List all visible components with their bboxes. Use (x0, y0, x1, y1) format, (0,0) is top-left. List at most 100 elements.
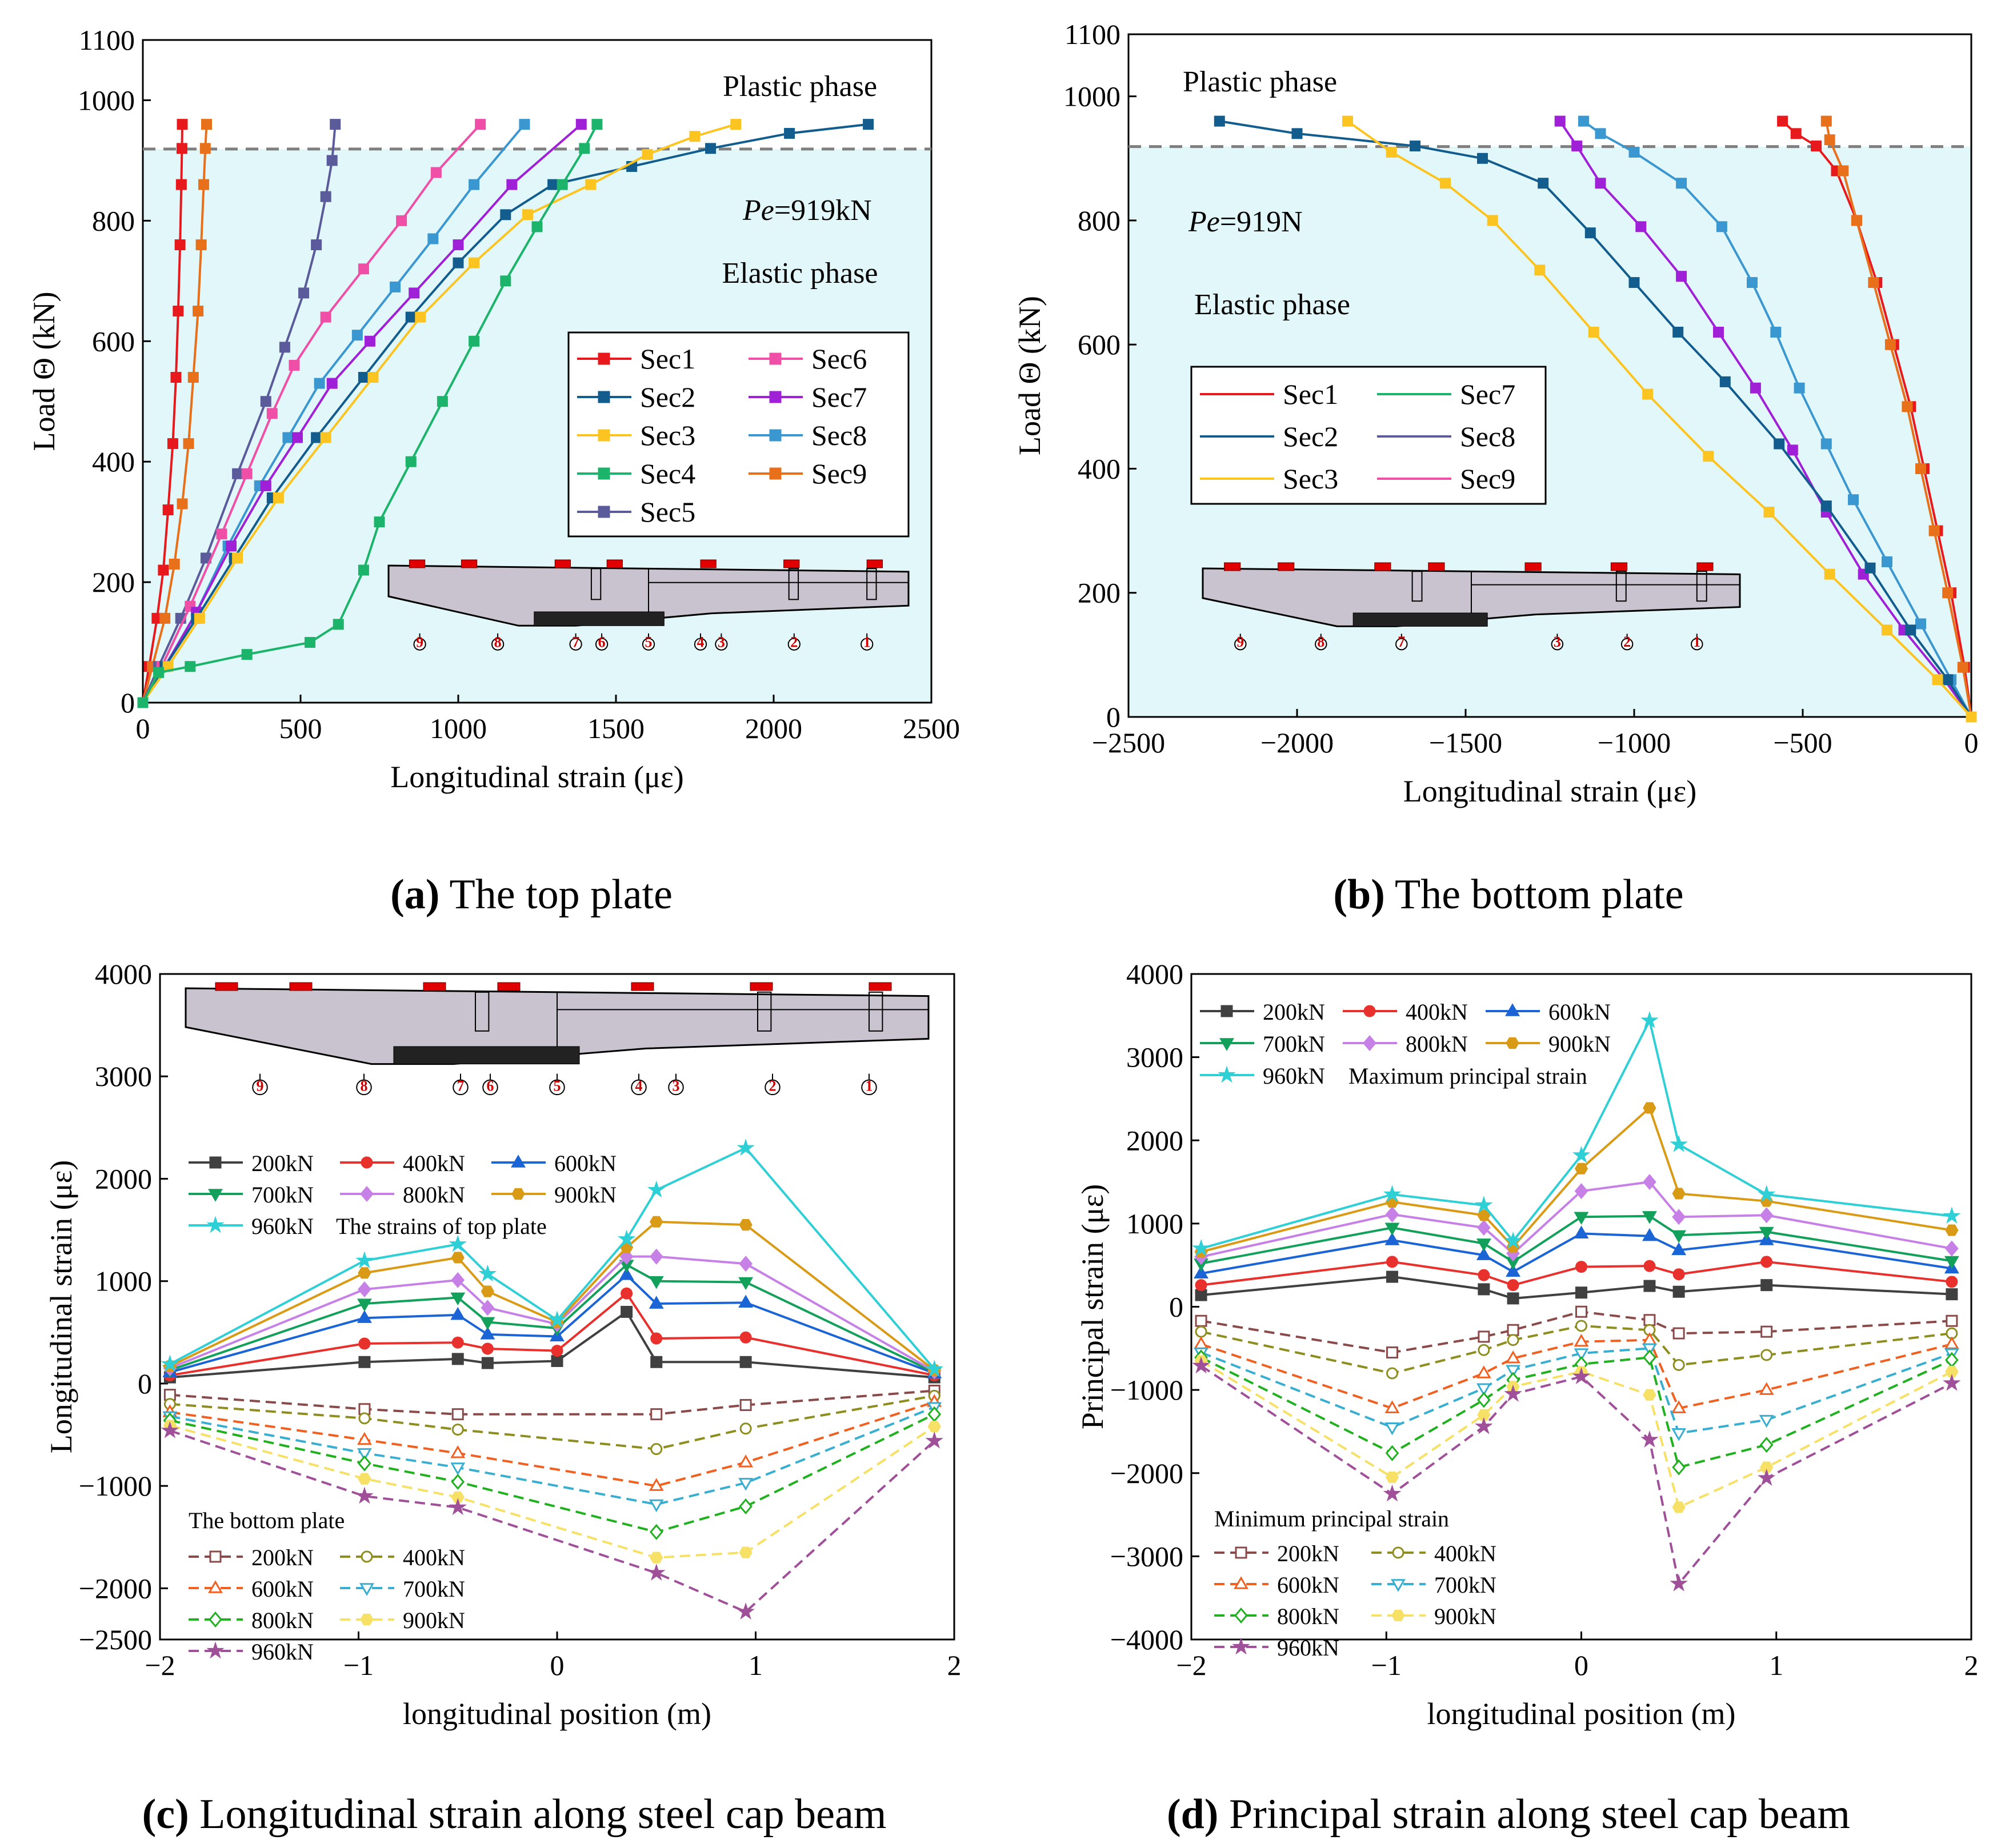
c-top-point-960kN-3 (478, 1264, 497, 1282)
c-top-point-800kN-3 (481, 1300, 495, 1316)
b-point-sec3-10 (1440, 178, 1451, 189)
b-section-label-4: 2 (1623, 634, 1631, 650)
a-legend-label-sec2: Sec2 (640, 381, 695, 413)
d-max-point-400kN-3 (1507, 1279, 1519, 1292)
a-point-sec9-2 (159, 612, 171, 624)
a-point-sec8-8 (390, 281, 401, 292)
b-point-sec3-11 (1386, 146, 1397, 158)
a-section-label-6: 3 (718, 634, 725, 650)
c-top-point-600kN-2 (450, 1307, 466, 1320)
d-max-legend-label-960kN: 960kN (1263, 1063, 1325, 1089)
b-point-sec2-3 (1864, 562, 1876, 574)
c-top-point-700kN-7 (738, 1277, 754, 1290)
d-max-point-600kN-0 (1194, 1265, 1209, 1278)
a-legend-label-sec5: Sec5 (640, 496, 695, 528)
d-min-legend-label-700kN: 700kN (1434, 1572, 1496, 1598)
c-bottom-point-960kN-0 (161, 1421, 179, 1438)
a-y-axis-title: Load Θ (kN) (27, 292, 61, 451)
d-min-point-700kN-2 (1476, 1383, 1491, 1397)
d-min-point-600kN-0 (1194, 1336, 1209, 1349)
panel-b-bottom-plate-chart: −2500 −2000 −1500 −1000 −500 0 0 200 400 600 800 10… (1012, 18, 1979, 808)
b-point-sec1-11 (1790, 128, 1802, 139)
d-max-point-400kN-5 (1643, 1260, 1656, 1272)
d-min-point-960kN-0 (1192, 1356, 1210, 1374)
a-point-sec7-5 (291, 432, 303, 443)
b-ytick-label-3: 600 (1078, 328, 1120, 360)
b-section-circle-2 (1395, 638, 1408, 651)
a-point-sec7-11 (575, 119, 587, 130)
a-section-circle-6 (715, 638, 728, 651)
caption-c: (c) Longitudinal strain along steel cap … (142, 1791, 887, 1838)
d-ytick-label-7: 3000 (1126, 1041, 1183, 1073)
c-top-point-600kN-1 (357, 1310, 372, 1323)
a-section-circle-7 (787, 638, 801, 651)
d-min-point-200kN-8 (1946, 1314, 1958, 1327)
a-point-sec4-13 (557, 179, 568, 190)
c-strain-gauge-3 (497, 982, 521, 991)
d-min-point-400kN-1 (1386, 1367, 1398, 1380)
a-point-sec3-3 (232, 552, 243, 564)
c-section-circle-8 (861, 1079, 877, 1096)
a-point-sec3-13 (730, 119, 742, 130)
d-min-legend-label-960kN: 960kN (1277, 1635, 1339, 1661)
a-plastic-phase-label: Plastic phase (723, 70, 877, 103)
a-section-label-4: 5 (645, 634, 653, 650)
a-point-sec3-12 (689, 131, 701, 142)
a-point-sec9-11 (201, 119, 213, 130)
a-point-sec1-9 (175, 179, 187, 190)
b-legend-label-sec7: Sec7 (1460, 378, 1515, 410)
c-bottom-600kN-line (170, 1401, 935, 1488)
b-section-label-2: 7 (1398, 634, 1405, 650)
b-point-sec2-8 (1628, 277, 1640, 288)
d-max-point-700kN-7 (1759, 1226, 1774, 1240)
a-strain-gauge-0 (409, 559, 426, 568)
c-top-point-960kN-7 (737, 1139, 755, 1156)
d-min-point-900kN-6 (1672, 1501, 1686, 1513)
d-max-legend-marker-960kN (1218, 1065, 1236, 1083)
d-min-point-600kN-7 (1759, 1382, 1774, 1395)
b-legend-label-sec1: Sec1 (1283, 378, 1338, 410)
a-point-sec2-10 (547, 179, 559, 190)
d-min-point-900kN-7 (1760, 1461, 1774, 1473)
a-strain-gauge-3 (606, 559, 623, 568)
c-bottom-point-900kN-5 (927, 1421, 941, 1433)
c-top-legend-marker-960kN (206, 1216, 225, 1233)
d-min-legend-label-600kN: 600kN (1277, 1572, 1339, 1598)
a-series-sec4-line (142, 123, 598, 703)
d-min-legend-marker-960kN (1232, 1637, 1250, 1655)
d-xtick-label-2: 0 (1574, 1649, 1588, 1681)
d-max-legend-label-800kN: 800kN (1406, 1031, 1468, 1057)
c-top-legend-marker-600kN (511, 1155, 526, 1168)
d-max-point-200kN-0 (1195, 1289, 1207, 1301)
c-bottom-legend-marker-700kN (359, 1583, 374, 1596)
a-elastic-phase-label: Elastic phase (722, 257, 878, 290)
d-max-point-960kN-8 (1943, 1206, 1961, 1224)
a-section-label-2: 7 (572, 634, 579, 650)
d-max-point-600kN-5 (1642, 1228, 1657, 1241)
a-point-sec2-13 (784, 127, 795, 139)
c-bottom-point-800kN-4 (739, 1498, 753, 1515)
b-point-sec9-7 (1868, 277, 1879, 288)
c-top-point-800kN-1 (358, 1281, 371, 1298)
d-max-legend-marker-900kN (1506, 1037, 1519, 1049)
c-top-point-900kN-2 (451, 1252, 465, 1264)
d-max-point-960kN-5 (1640, 1011, 1659, 1028)
a-point-sec4-5 (333, 619, 344, 630)
c-top-point-960kN-4 (548, 1310, 566, 1328)
a-point-sec4-1 (153, 667, 165, 678)
a-point-sec5-7 (298, 287, 310, 299)
d-max-point-900kN-4 (1574, 1162, 1588, 1174)
c-bottom-point-900kN-4 (739, 1546, 753, 1558)
b-point-sec7-8 (1676, 271, 1687, 282)
d-min-point-200kN-5 (1643, 1314, 1656, 1326)
a-strain-gauge-4 (700, 559, 717, 568)
b-plot-frame (1127, 33, 1972, 718)
c-bottom-point-800kN-2 (451, 1473, 465, 1490)
a-xtick-label-2: 1000 (430, 712, 487, 744)
c-top-point-900kN-1 (358, 1267, 371, 1279)
c-section-circle-6 (668, 1079, 684, 1096)
d-max-point-400kN-2 (1478, 1269, 1490, 1281)
a-point-sec4-9 (437, 396, 448, 407)
c-bottom-point-400kN-1 (358, 1412, 371, 1425)
